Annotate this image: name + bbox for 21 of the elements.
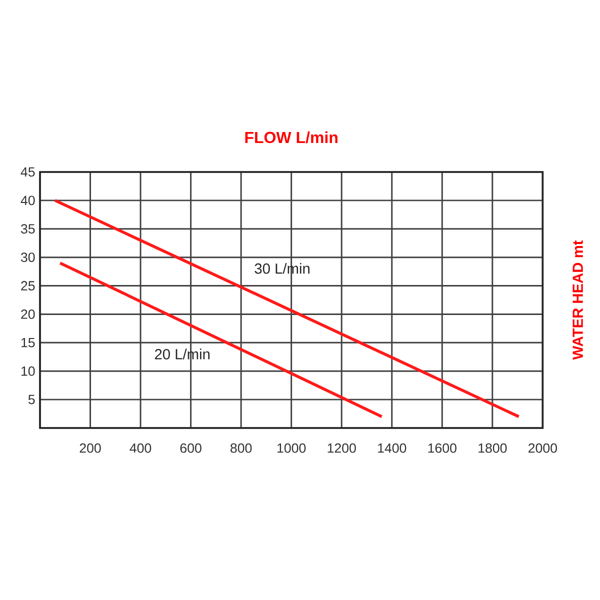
y-tick-label: 35 bbox=[20, 224, 35, 234]
x-tick-label: 1200 bbox=[328, 443, 356, 453]
x-tick-label: 1800 bbox=[478, 443, 507, 453]
y-tick-label: 45 bbox=[20, 167, 35, 177]
x-tick-label: 200 bbox=[80, 443, 101, 453]
x-tick-label: 400 bbox=[130, 443, 152, 453]
y-tick-label: 25 bbox=[21, 281, 35, 290]
y-tick-label: 5 bbox=[28, 394, 35, 404]
x-tick-label: 1600 bbox=[428, 443, 456, 453]
y-tick-label: 20 bbox=[21, 310, 35, 319]
y-tick-label: 30 bbox=[20, 252, 35, 262]
y-tick-label: 15 bbox=[21, 338, 35, 348]
x-tick-label: 2000 bbox=[528, 443, 557, 453]
chart-title: FLOW L/min bbox=[245, 131, 338, 144]
y-axis-title: WATER HEAD mt bbox=[572, 240, 583, 360]
y-tick-label: 40 bbox=[20, 196, 35, 206]
y-tick-label: 10 bbox=[21, 366, 35, 376]
x-tick-label: 800 bbox=[230, 443, 252, 453]
x-tick-label: 600 bbox=[180, 443, 202, 453]
x-tick-label: 1000 bbox=[278, 443, 306, 453]
x-tick-label: 1400 bbox=[378, 443, 406, 453]
